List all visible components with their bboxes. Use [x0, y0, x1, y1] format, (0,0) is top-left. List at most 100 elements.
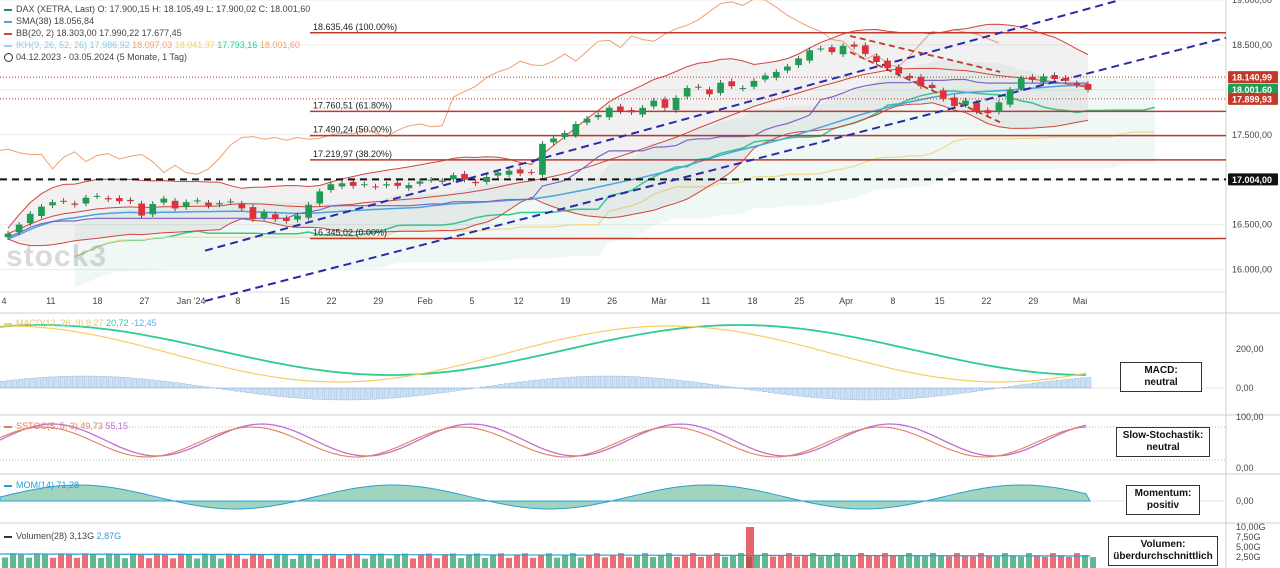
volume-bar [802, 555, 808, 568]
macd-histogram-bar [395, 387, 402, 398]
volume-bar [634, 554, 640, 568]
macd-histogram-bar [17, 379, 24, 389]
support-tag-bg [1228, 173, 1278, 186]
macd-histogram-bar [611, 375, 618, 389]
macd-histogram-bar [83, 375, 90, 389]
volume-bar [914, 555, 920, 568]
macd-histogram-bar [239, 387, 246, 393]
candle-body [1006, 89, 1014, 105]
sstoc-k-line [0, 423, 1087, 457]
candle-body [505, 170, 513, 175]
volume-bar [1018, 556, 1024, 568]
volume-bar [1066, 556, 1072, 568]
volume-bar [258, 553, 264, 568]
volume-bar [506, 557, 512, 568]
mom-label: MOM(14) [16, 480, 54, 490]
macd-histogram-bar [41, 377, 48, 389]
macd-histogram-bar [95, 375, 102, 389]
volume-bar [738, 553, 744, 568]
macd-histogram-bar [1025, 383, 1032, 389]
mom-signal-box: Momentum: positiv [1126, 485, 1200, 515]
main-legend: DAX (XETRA, Last) O: 17.900,15 H: 18.105… [4, 3, 310, 63]
macd-histogram-bar [515, 381, 522, 389]
y-tick-label: 17.500,00 [1232, 130, 1272, 140]
mom-value: 71,28 [56, 480, 80, 490]
x-tick-label: 27 [139, 296, 149, 306]
macd-histogram-bar [881, 387, 888, 401]
macd-histogram-bar [623, 376, 630, 389]
candle-body [483, 177, 491, 182]
macd-histogram-bar [947, 387, 954, 395]
volume-bar [970, 556, 976, 568]
macd-histogram-bar [791, 387, 798, 396]
macd-histogram-bar [449, 387, 456, 392]
volume-bar [346, 553, 352, 568]
volume-bar [882, 553, 888, 568]
candle-body [750, 80, 758, 87]
volume-bar [314, 558, 320, 568]
volume-bar [74, 557, 80, 568]
macd-histogram-bar [11, 379, 18, 389]
candle-body [895, 66, 903, 74]
candle-body [862, 45, 869, 54]
volume-bar [274, 553, 280, 568]
candle-body [784, 66, 791, 71]
volume-bar [834, 553, 840, 568]
x-tick-label: 26 [607, 296, 617, 306]
macd-histogram-bar [899, 387, 906, 400]
macd-histogram-bar [671, 379, 678, 389]
volume-bar [98, 557, 104, 568]
macd-histogram-bar [509, 382, 516, 389]
macd-histogram-bar [191, 384, 198, 389]
volume-bar [10, 553, 16, 568]
volume-bar [234, 553, 240, 568]
volume-bar [162, 554, 168, 568]
candle-body [294, 215, 301, 220]
macd-histogram-bar [227, 387, 234, 391]
volume-bar [842, 556, 848, 568]
volume-bar-spike [746, 527, 754, 568]
macd-histogram-bar [1019, 384, 1026, 389]
macd-histogram-bar [821, 387, 828, 399]
macd-histogram-bar [431, 387, 438, 394]
macd-value-1: 8,27 [86, 318, 104, 328]
macd-histogram-bar [1037, 382, 1044, 389]
bb-label: BB(20, 2) [16, 28, 55, 38]
macd-histogram-bar [341, 387, 348, 401]
macd-histogram-bar [539, 379, 546, 389]
macd-histogram-bar [575, 376, 582, 389]
ikh-value-3: 18.041,37 [174, 40, 215, 50]
volume-bar [858, 553, 864, 568]
channel-upper-line [204, 0, 1121, 252]
volume-bar [1026, 553, 1032, 568]
clock-icon [4, 53, 13, 63]
x-tick-label: Mär [651, 296, 667, 306]
candle-body [1084, 84, 1092, 90]
macd-histogram-bar [767, 387, 774, 393]
volume-bar [762, 553, 768, 568]
macd-histogram-bar [953, 387, 960, 395]
ikh-value-5: 18.001,60 [259, 40, 300, 50]
macd-histogram-bar [815, 387, 822, 399]
x-tick-label: 15 [280, 296, 290, 306]
volume-bar [946, 556, 952, 568]
candle-body [695, 86, 702, 88]
macd-histogram-bar [215, 387, 222, 389]
ikh-value-1: 17.986,92 [89, 40, 130, 50]
candle-body [628, 110, 635, 113]
macd-histogram-bar [497, 384, 504, 389]
x-tick-label: 29 [1028, 296, 1038, 306]
ikh-value-2: 18.097,03 [132, 40, 173, 50]
volume-bar [1002, 553, 1008, 568]
macd-histogram-bar [893, 387, 900, 400]
x-tick-label: 8 [235, 296, 240, 306]
macd-histogram-bar [377, 387, 384, 400]
volume-bar [810, 553, 816, 568]
y-tick-label: 16.500,00 [1232, 220, 1272, 230]
macd-histogram-bar [557, 377, 564, 389]
ohlc-values: O: 17.900,15 H: 18.105,49 L: 17.900,02 C… [97, 4, 311, 14]
macd-histogram-bar [773, 387, 780, 394]
vol-tick-label: 10,00G [1236, 522, 1266, 532]
candle-body [427, 179, 435, 181]
